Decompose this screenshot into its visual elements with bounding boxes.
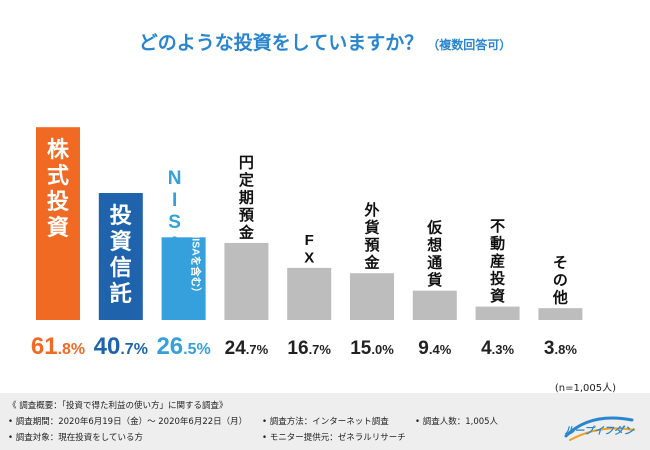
survey-method: • 調査方法：インターネット調査	[262, 417, 389, 427]
category-label-6: 外貨預金	[363, 201, 380, 272]
value-label-7: 9.4%	[418, 338, 451, 359]
category-label-2: 投資信託	[110, 203, 132, 306]
category-label-8: 不動産投資	[490, 218, 505, 305]
value-label-9: 3.8%	[544, 338, 577, 359]
survey-overview: 《 調査概要：「投資で得た利益の使い方」に関する調査》	[8, 401, 228, 411]
bar-6	[350, 273, 394, 320]
survey-count: • 調査人数：1,005人	[415, 417, 499, 427]
bar-8	[475, 306, 520, 320]
value-label-6: 15.0%	[350, 338, 394, 359]
bar-2	[98, 193, 143, 320]
bar-5	[287, 267, 332, 320]
category-label-7: 仮想通貨	[426, 219, 443, 290]
value-label-4: 24.7%	[225, 338, 269, 359]
chart-title: どのような投資をしていますか？ （複数回答可）	[0, 28, 650, 55]
chart-subtitle: （複数回答可）	[427, 38, 512, 52]
sample-size-label: (n=1,005人)	[554, 383, 616, 394]
logo-text: ループイフダン	[564, 426, 634, 437]
bar-4	[224, 242, 269, 320]
value-label-2: 40.7%	[94, 333, 148, 360]
survey-period: • 調査期間：2020年6月19日（金）～ 2020年6月22日（月）	[8, 417, 248, 427]
chart-title-main: どのような投資をしていますか？	[138, 32, 424, 54]
bar-1	[36, 127, 80, 321]
bar-chart: 株式投資 61.8% 投資信託 40.7% N I S A （つみたてNISAを含む） 26.5%…	[31, 127, 583, 360]
value-label-5: 16.7%	[287, 338, 331, 359]
value-label-8: 4.3%	[481, 338, 514, 359]
category-sublabel-3: （つみたてNISAを含む）	[190, 178, 203, 298]
company-logo: ループイフダン	[560, 410, 638, 444]
category-label-9: その他	[552, 255, 568, 307]
survey-provider: • モニター提供元：ゼネラルリサーチ	[262, 433, 406, 443]
value-label-1: 61.8%	[31, 333, 85, 360]
logo-swoosh-icon	[564, 416, 635, 441]
bar-7	[412, 290, 457, 320]
bar-9	[538, 308, 583, 320]
category-label-1: 株式投資	[47, 137, 70, 240]
bar-3	[161, 237, 206, 320]
category-label-4: 円定期預金	[238, 154, 255, 241]
survey-footer: 《 調査概要：「投資で得た利益の使い方」に関する調査》 • 調査期間：2020年…	[0, 393, 650, 450]
survey-target: • 調査対象：現在投資をしている方	[8, 433, 143, 443]
value-label-3: 26.5%	[156, 333, 210, 360]
